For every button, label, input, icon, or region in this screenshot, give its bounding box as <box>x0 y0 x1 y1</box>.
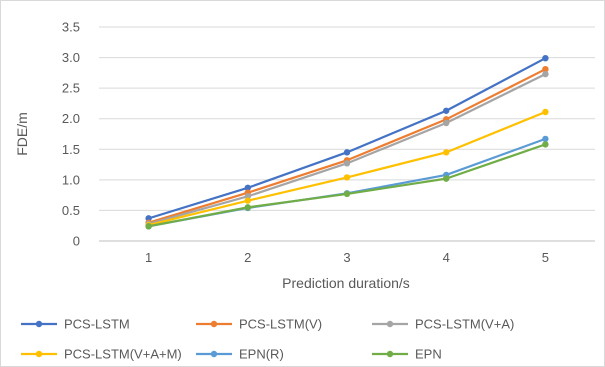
legend-label: PCS-LSTM <box>64 317 130 332</box>
series-group <box>145 141 549 230</box>
legend-item: EPN(R) <box>196 347 284 362</box>
y-tick-label: 0.5 <box>62 203 80 218</box>
legend-marker <box>386 320 394 328</box>
y-tick-label: 3.0 <box>62 50 80 65</box>
legend-label: EPN(R) <box>239 347 284 362</box>
data-point <box>542 135 549 143</box>
x-axis-ticks: 1 2 3 4 5 <box>145 250 549 265</box>
y-tick-label: 3.5 <box>62 20 80 35</box>
legend-item: PCS-LSTM <box>21 317 130 332</box>
data-point <box>542 141 549 148</box>
data-point <box>145 223 152 230</box>
legend-item: PCS-LSTM(V) <box>196 317 322 332</box>
y-axis-ticks: 0 0.5 1.0 1.5 2.0 2.5 3.0 3.5 <box>62 20 80 249</box>
data-point <box>443 119 450 127</box>
gridlines <box>99 26 595 242</box>
data-point <box>443 175 450 182</box>
data-point <box>343 190 351 198</box>
x-tick-label: 2 <box>244 250 251 265</box>
data-point <box>443 149 450 156</box>
y-tick-label: 0 <box>73 234 80 249</box>
data-point <box>244 184 251 192</box>
legend-label: PCS-LSTM(V+A+M) <box>64 347 182 362</box>
legend-marker <box>35 320 43 328</box>
series-lines <box>145 54 549 230</box>
x-tick-label: 5 <box>542 250 549 265</box>
y-tick-label: 1.0 <box>62 172 80 187</box>
series-line <box>148 143 546 228</box>
legend-label: PCS-LSTM(V) <box>239 317 322 332</box>
legend-item: EPN <box>372 347 442 362</box>
data-point <box>343 160 351 167</box>
x-tick-label: 3 <box>343 250 350 265</box>
y-axis-title: FDE/m <box>14 112 30 156</box>
legend-label: EPN <box>415 347 442 362</box>
legend: PCS-LSTM PCS-LSTM(V) PCS-LSTM(V+A) PCS-LSTM… <box>21 317 514 362</box>
legend-marker <box>210 320 218 328</box>
series-group <box>145 108 549 229</box>
data-point <box>443 107 450 114</box>
x-tick-label: 1 <box>145 250 152 265</box>
legend-marker <box>35 350 43 358</box>
legend-marker <box>386 350 394 358</box>
legend-item: PCS-LSTM(V+A+M) <box>21 347 182 362</box>
y-tick-label: 1.5 <box>62 142 80 157</box>
x-axis-title: Prediction duration/s <box>282 275 410 291</box>
data-point <box>542 65 549 73</box>
data-point <box>244 204 251 211</box>
data-point <box>542 54 549 62</box>
data-point <box>542 70 549 78</box>
legend-marker <box>210 350 218 358</box>
legend-label: PCS-LSTM(V+A) <box>415 317 514 332</box>
data-point <box>244 197 251 204</box>
data-point <box>542 108 549 116</box>
y-tick-label: 2.0 <box>62 111 80 126</box>
data-point <box>343 149 351 156</box>
x-tick-label: 4 <box>443 250 450 265</box>
data-point <box>343 174 351 181</box>
y-tick-label: 2.5 <box>62 81 80 96</box>
legend-item: PCS-LSTM(V+A) <box>372 317 514 332</box>
